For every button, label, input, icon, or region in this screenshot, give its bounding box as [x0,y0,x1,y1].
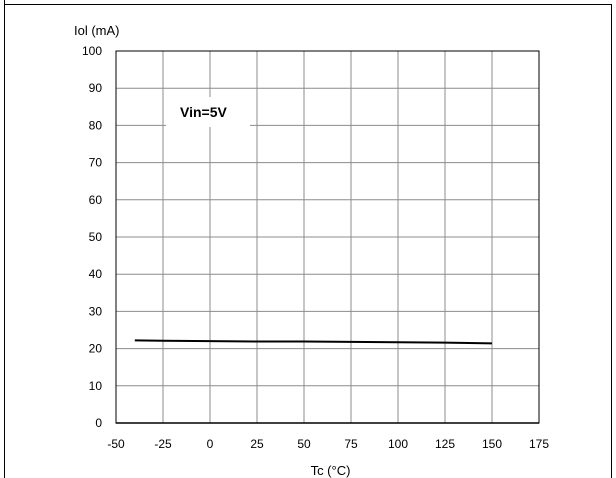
y-tick-label: 50 [89,230,103,244]
x-axis-label: Tc (°C) [311,463,351,478]
annotation-vin: Vin=5V [180,104,227,120]
frame-top-border [4,4,612,5]
y-tick-label: 40 [89,267,103,281]
y-tick-label: 70 [89,156,103,170]
y-tick-labels: 0 10 20 30 40 50 60 70 80 90 100 [82,44,102,430]
series-group [134,339,493,345]
y-tick-label: 60 [89,193,103,207]
x-tick-label: 100 [388,437,408,451]
x-tick-label: -25 [154,437,172,451]
y-tick-label: 10 [89,379,103,393]
x-tick-label: 75 [344,437,358,451]
plot-area-frame [115,50,540,424]
y-tick-label: 100 [82,44,102,58]
x-tick-label: 175 [529,437,549,451]
x-tick-label: 150 [482,437,502,451]
x-tick-label: 0 [207,437,214,451]
frame-right-border [611,4,612,478]
y-tick-label: 90 [89,81,103,95]
frame-left-border [4,0,5,478]
y-tick-label: 80 [89,118,103,132]
annotation-background [166,97,250,127]
x-tick-labels: -50 -25 0 25 50 75 100 125 150 175 [107,437,549,451]
x-tick-label: 25 [250,437,264,451]
x-tick-label: 50 [297,437,311,451]
y-axis-label: Iol (mA) [74,23,120,38]
x-tick-label: 125 [435,437,455,451]
y-tick-label: 0 [95,416,102,430]
y-tick-label: 20 [89,342,103,356]
series-line [134,339,493,345]
y-tick-label: 30 [89,304,103,318]
x-tick-label: -50 [107,437,125,451]
